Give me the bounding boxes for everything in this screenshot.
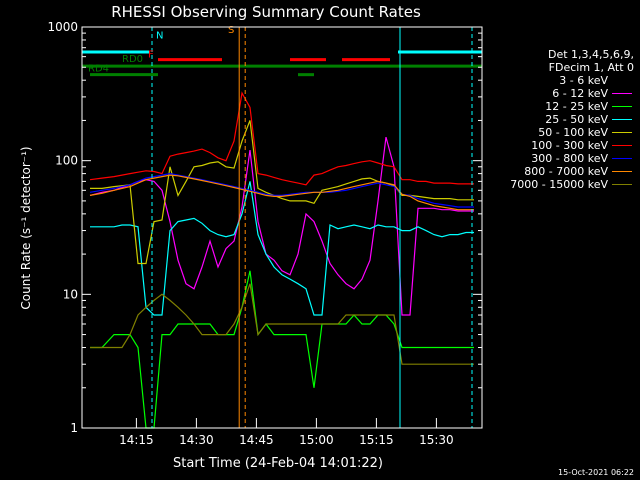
series-line-1 bbox=[89, 136, 474, 316]
legend-label-3: 25 - 50 keV bbox=[545, 113, 608, 126]
series-line-2 bbox=[90, 270, 474, 429]
legend-label-4: 50 - 100 keV bbox=[538, 126, 608, 139]
legend-label-1: 6 - 12 keV bbox=[552, 87, 608, 100]
annotation-f: F bbox=[148, 50, 154, 61]
timestamp-footer: 15-Oct-2021 06:22 bbox=[558, 468, 634, 477]
annotation-n: N bbox=[156, 31, 163, 42]
y-tick-label-0: 1 bbox=[70, 421, 78, 435]
y-tick-label-1: 10 bbox=[63, 287, 78, 301]
legend-entry-2: 12 - 25 keV bbox=[484, 100, 634, 113]
legend-header-1: Det 1,3,4,5,6,9, bbox=[547, 48, 634, 61]
legend-entry-1: 6 - 12 keV bbox=[484, 87, 634, 100]
x-tick-label-2: 14:45 bbox=[239, 433, 274, 447]
series-line-8 bbox=[90, 283, 474, 365]
plot-frame bbox=[81, 26, 483, 429]
legend-swatch-0 bbox=[612, 80, 632, 81]
annotation-rd0: RD0 bbox=[122, 54, 143, 65]
series-line-0 bbox=[89, 141, 474, 277]
x-tick-label-4: 15:15 bbox=[359, 433, 394, 447]
legend-label-0: 3 - 6 keV bbox=[559, 74, 608, 87]
x-axis-label: Start Time (24-Feb-04 14:01:22) bbox=[173, 456, 383, 471]
legend-label-6: 300 - 800 keV bbox=[531, 152, 608, 165]
legend-swatch-1 bbox=[612, 93, 632, 94]
legend-label-8: 7000 - 15000 keV bbox=[510, 178, 608, 191]
y-tick-label-3: 1000 bbox=[47, 20, 78, 34]
annotation-rd4: RD4 bbox=[88, 63, 109, 74]
legend-swatch-2 bbox=[612, 106, 632, 107]
plot-area: NF S RD0 RD4 1 10 100 1000 14:15 14:30 14:45 15:00 1… bbox=[47, 20, 483, 447]
series-line-5 bbox=[89, 91, 474, 186]
legend-swatch-8 bbox=[612, 184, 632, 185]
series-line-7 bbox=[89, 174, 474, 211]
legend-swatch-5 bbox=[612, 145, 632, 146]
y-axis-label: Count Rate (s⁻¹ detector⁻¹) bbox=[19, 146, 33, 309]
annotation-s: S bbox=[228, 25, 234, 36]
series-line-3 bbox=[90, 181, 474, 316]
legend-entry-7: 800 - 7000 keV bbox=[484, 165, 634, 178]
legend-entry-3: 25 - 50 keV bbox=[484, 113, 634, 126]
legend-entry-5: 100 - 300 keV bbox=[484, 139, 634, 152]
series-line-6 bbox=[89, 172, 474, 208]
legend-label-7: 800 - 7000 keV bbox=[524, 165, 608, 178]
series-line-4 bbox=[90, 120, 474, 265]
y-tick-label-2: 100 bbox=[55, 154, 78, 168]
legend-swatch-7 bbox=[612, 171, 632, 172]
legend-swatch-3 bbox=[612, 119, 632, 120]
chart-title: RHESSI Observing Summary Count Rates bbox=[111, 3, 421, 21]
legend-swatch-4 bbox=[612, 132, 632, 133]
legend: Det 1,3,4,5,6,9, FDecim 1, Att 0 3 - 6 k… bbox=[484, 48, 634, 191]
x-tick-label-1: 14:30 bbox=[179, 433, 214, 447]
legend-entry-6: 300 - 800 keV bbox=[484, 152, 634, 165]
legend-entry-4: 50 - 100 keV bbox=[484, 126, 634, 139]
legend-entry-0: 3 - 6 keV bbox=[484, 74, 634, 87]
legend-header-2: FDecim 1, Att 0 bbox=[548, 61, 634, 74]
legend-entry-8: 7000 - 15000 keV bbox=[484, 178, 634, 191]
legend-label-5: 100 - 300 keV bbox=[531, 139, 608, 152]
legend-swatch-6 bbox=[612, 158, 632, 159]
x-tick-label-5: 15:30 bbox=[419, 433, 454, 447]
x-tick-label-0: 14:15 bbox=[119, 433, 154, 447]
x-tick-label-3: 15:00 bbox=[299, 433, 334, 447]
legend-label-2: 12 - 25 keV bbox=[545, 100, 608, 113]
